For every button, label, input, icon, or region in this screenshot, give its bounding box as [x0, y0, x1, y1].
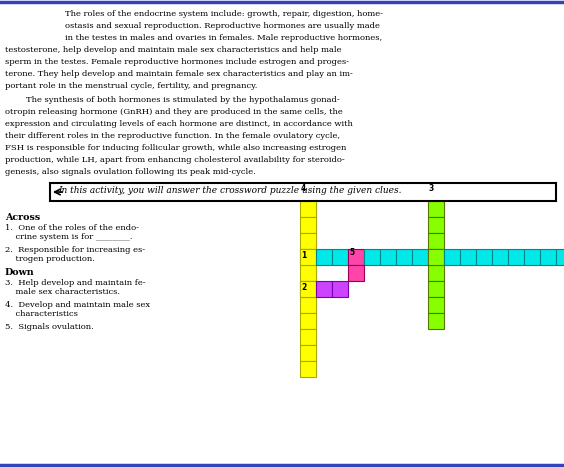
Bar	[348, 265, 364, 281]
Bar	[300, 361, 316, 377]
Text: 3: 3	[429, 184, 434, 193]
Bar	[348, 249, 364, 265]
Bar	[316, 249, 332, 265]
Text: in the testes in males and ovaries in females. Male reproductive hormones,: in the testes in males and ovaries in fe…	[65, 34, 382, 42]
Text: 4.  Develop and maintain male sex
    characteristics: 4. Develop and maintain male sex charact…	[5, 301, 150, 318]
Text: Down: Down	[5, 268, 34, 277]
Text: 1.  One of the roles of the endo-
    crine system is for ________.: 1. One of the roles of the endo- crine s…	[5, 224, 139, 241]
Bar	[316, 281, 332, 297]
Text: 3.  Help develop and maintain fe-
    male sex characteristics.: 3. Help develop and maintain fe- male se…	[5, 279, 146, 296]
Text: otropin releasing hormone (GnRH) and they are produced in the same cells, the: otropin releasing hormone (GnRH) and the…	[5, 108, 343, 116]
Bar	[300, 297, 316, 313]
Bar	[524, 249, 540, 265]
Bar	[300, 249, 316, 265]
Text: 5: 5	[349, 248, 354, 257]
Bar	[300, 265, 316, 281]
Text: expression and circulating levels of each hormone are distinct, in accordance wi: expression and circulating levels of eac…	[5, 120, 353, 128]
Text: 2.  Responsible for increasing es-
    trogen production.: 2. Responsible for increasing es- trogen…	[5, 246, 145, 263]
Text: their different roles in the reproductive function. In the female ovulatory cycl: their different roles in the reproductiv…	[5, 132, 340, 140]
Bar	[428, 217, 444, 233]
Bar	[428, 201, 444, 217]
Bar	[50, 183, 556, 201]
Text: The roles of the endocrine system include: growth, repair, digestion, home-: The roles of the endocrine system includ…	[65, 10, 383, 18]
Bar	[396, 249, 412, 265]
Text: genesis, also signals ovulation following its peak mid-cycle.: genesis, also signals ovulation followin…	[5, 168, 255, 176]
Bar	[508, 249, 524, 265]
Bar	[300, 313, 316, 329]
Bar	[380, 249, 396, 265]
Text: In this activity, you will answer the crossword puzzle using the given clues.: In this activity, you will answer the cr…	[58, 186, 402, 195]
Bar	[300, 345, 316, 361]
Text: 5.  Signals ovulation.: 5. Signals ovulation.	[5, 323, 94, 331]
Bar	[428, 233, 444, 249]
Bar	[300, 329, 316, 345]
Bar	[428, 297, 444, 313]
Text: testosterone, help develop and maintain male sex characteristics and help male: testosterone, help develop and maintain …	[5, 46, 341, 54]
Bar	[428, 185, 444, 201]
Bar	[428, 249, 444, 265]
Text: 1: 1	[301, 251, 306, 260]
Text: production, while LH, apart from enhancing cholesterol availability for steroido: production, while LH, apart from enhanci…	[5, 156, 345, 164]
Text: portant role in the menstrual cycle, fertility, and pregnancy.: portant role in the menstrual cycle, fer…	[5, 82, 257, 90]
Text: terone. They help develop and maintain female sex characteristics and play an im: terone. They help develop and maintain f…	[5, 70, 353, 78]
Bar	[412, 249, 428, 265]
Bar	[332, 249, 348, 265]
Bar	[300, 249, 316, 265]
Bar	[556, 249, 564, 265]
Bar	[444, 249, 460, 265]
Bar	[332, 281, 348, 297]
Text: The synthesis of both hormones is stimulated by the hypothalamus gonad-: The synthesis of both hormones is stimul…	[5, 96, 340, 104]
Bar	[492, 249, 508, 265]
Text: 2: 2	[301, 283, 306, 292]
Text: sperm in the testes. Female reproductive hormones include estrogen and proges-: sperm in the testes. Female reproductive…	[5, 58, 349, 66]
Text: ostasis and sexual reproduction. Reproductive hormones are usually made: ostasis and sexual reproduction. Reprodu…	[65, 22, 380, 30]
Bar	[300, 233, 316, 249]
Bar	[300, 185, 316, 201]
Bar	[540, 249, 556, 265]
Bar	[300, 201, 316, 217]
Bar	[460, 249, 476, 265]
Bar	[428, 249, 444, 265]
Bar	[364, 249, 380, 265]
Bar	[428, 265, 444, 281]
Text: Across: Across	[5, 213, 40, 222]
Bar	[428, 281, 444, 297]
Bar	[300, 217, 316, 233]
Bar	[428, 313, 444, 329]
Text: 4: 4	[301, 184, 306, 193]
Bar	[300, 281, 316, 297]
Bar	[300, 281, 316, 297]
Bar	[476, 249, 492, 265]
Text: FSH is responsible for inducing follicular growth, while also increasing estroge: FSH is responsible for inducing follicul…	[5, 144, 346, 152]
